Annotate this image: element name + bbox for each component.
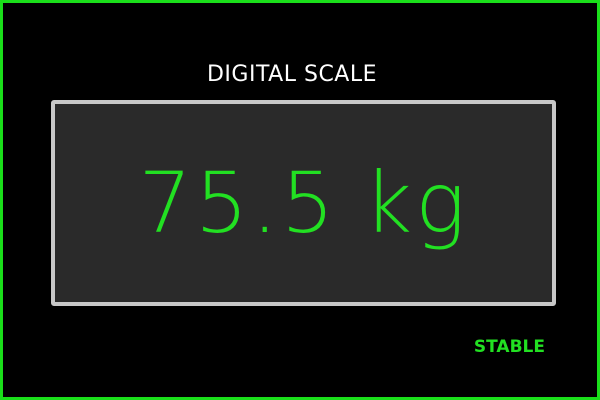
weight-unit: kg (363, 154, 469, 252)
weight-value: 75.5 (138, 154, 338, 252)
scale-title: DIGITAL SCALE (206, 62, 378, 87)
weight-display-panel: 75.5 kg (51, 100, 556, 306)
weight-reading: 75.5 kg (55, 104, 552, 302)
stability-status-indicator: STABLE (473, 337, 545, 357)
